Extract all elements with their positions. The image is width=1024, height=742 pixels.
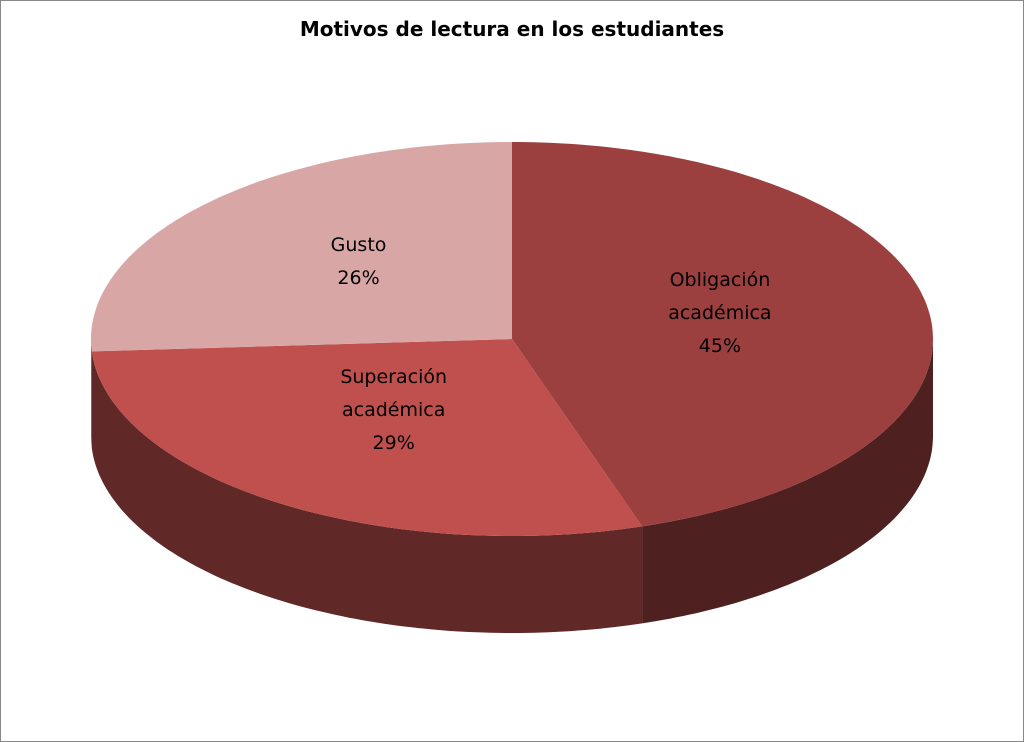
value-label: 26% — [337, 266, 380, 289]
slice — [91, 142, 512, 352]
chart-title: Motivos de lectura en los estudiantes — [299, 17, 725, 41]
slice — [91, 339, 643, 536]
slice-side — [642, 339, 933, 624]
slice — [512, 142, 933, 527]
slice-label: Gusto — [330, 233, 387, 256]
value-label: 45% — [698, 335, 742, 358]
value-label: 29% — [372, 431, 415, 454]
slice-side — [91, 351, 643, 633]
slice-label: Obligación académica — [668, 269, 772, 325]
slice-label: Superación académica — [340, 365, 448, 421]
slice-side — [91, 339, 92, 449]
